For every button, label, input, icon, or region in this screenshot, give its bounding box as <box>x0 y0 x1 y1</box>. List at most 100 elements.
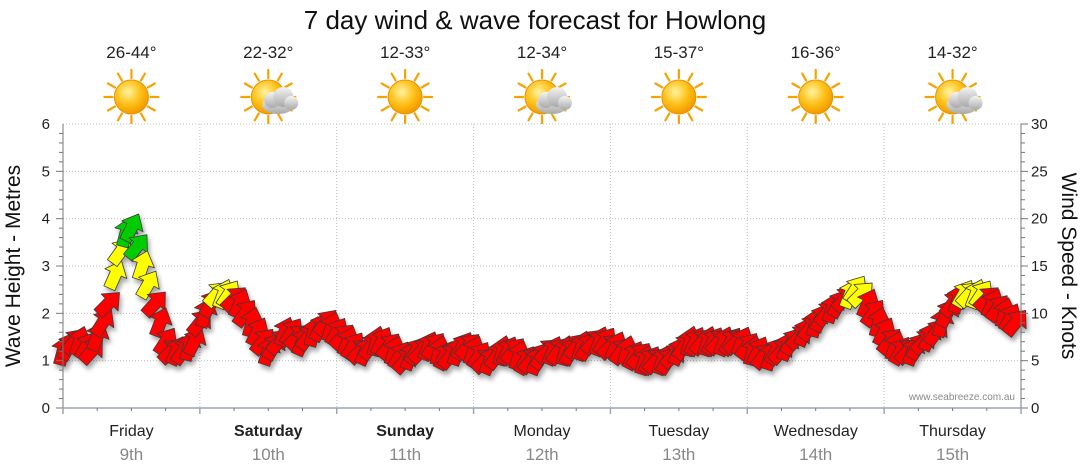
right-tick-label: 0 <box>1031 400 1039 417</box>
sun-disc <box>387 79 423 115</box>
wind-arrow-series <box>51 213 1027 377</box>
sun-ray <box>557 82 567 89</box>
left-tick-label: 0 <box>42 400 50 417</box>
left-y-axis-ticks: 0 1 2 3 4 5 6 <box>42 116 50 417</box>
left-tick-label: 5 <box>42 163 50 180</box>
axes <box>56 123 1028 414</box>
wind-arrow <box>93 292 120 319</box>
sun-ray <box>928 105 938 112</box>
day-name-label: Sunday <box>376 423 434 440</box>
sun-ray <box>654 105 664 112</box>
temperature-label: 22-32° <box>243 43 293 62</box>
day-date-label: 9th <box>120 445 144 464</box>
sun-disc <box>798 79 834 115</box>
day-name-label: Friday <box>109 423 153 440</box>
right-y-axis-ticks: 0 5 10 15 20 25 30 <box>1031 116 1048 417</box>
sun-ray <box>380 82 390 89</box>
chart-title: 7 day wind & wave forecast for Howlong <box>304 5 766 35</box>
right-tick-label: 20 <box>1031 211 1048 228</box>
sun-ray <box>928 82 938 89</box>
sun-ray <box>139 72 147 82</box>
sun-ray <box>116 112 124 122</box>
cloud-puff <box>284 96 299 110</box>
sun-ray <box>420 105 430 112</box>
sun-ray <box>664 72 671 82</box>
sunny-icon <box>650 68 707 126</box>
day-name-label: Thursday <box>919 423 986 440</box>
sun-ray <box>801 112 808 122</box>
cloud-puff <box>968 96 983 110</box>
day-date-label: 14th <box>799 445 832 464</box>
x-axis-day-labels: Friday 9th Saturday 10th Sunday 11th Monday 12t… <box>109 423 986 464</box>
day-date-label: 12th <box>525 445 558 464</box>
left-tick-label: 4 <box>42 211 50 228</box>
right-tick-label: 5 <box>1031 353 1039 370</box>
sun-ray <box>139 112 147 122</box>
wind-arrow <box>182 327 207 358</box>
sun-ray <box>390 72 397 82</box>
partly-cloudy-icon <box>924 68 983 126</box>
sun-ray <box>791 105 801 112</box>
wind-arrow <box>103 260 128 292</box>
sun-ray <box>243 105 253 112</box>
temperature-label: 16-36° <box>791 43 841 62</box>
left-tick-label: 3 <box>42 258 50 275</box>
temperature-label: 15-37° <box>654 43 704 62</box>
sun-ray <box>283 82 293 89</box>
sun-ray <box>960 112 968 122</box>
sun-ray <box>527 72 534 82</box>
sun-disc <box>661 79 697 115</box>
sun-ray <box>960 72 968 82</box>
sun-ray <box>420 82 430 89</box>
right-tick-label: 25 <box>1031 163 1048 180</box>
temperature-label: 26-44° <box>106 43 156 62</box>
sun-ray <box>413 72 420 82</box>
day-name-label: Wednesday <box>774 423 858 440</box>
left-tick-label: 6 <box>42 116 50 133</box>
sun-ray <box>106 82 117 89</box>
day-date-label: 13th <box>662 445 695 464</box>
sun-ray <box>831 82 841 89</box>
sun-ray <box>654 82 664 89</box>
sun-ray <box>550 112 557 122</box>
left-axis-label: Wave Height - Metres <box>2 165 25 367</box>
sun-ray <box>824 112 831 122</box>
wind-arrow <box>119 213 144 244</box>
temperature-label: 12-33° <box>380 43 430 62</box>
day-name-label: Monday <box>514 423 571 440</box>
weather-icon-row <box>103 68 983 126</box>
sun-ray <box>517 105 527 112</box>
cloud <box>946 87 983 114</box>
right-tick-label: 30 <box>1031 116 1048 133</box>
sun-ray <box>694 82 704 89</box>
day-date-label: 10th <box>252 445 285 464</box>
sun-ray <box>380 105 390 112</box>
right-tick-label: 15 <box>1031 258 1048 275</box>
sun-ray <box>413 112 420 122</box>
temperature-label: 14-32° <box>927 43 977 62</box>
sun-ray <box>116 72 124 82</box>
sunny-icon <box>377 68 434 126</box>
left-tick-label: 2 <box>42 305 50 322</box>
sun-ray <box>243 82 253 89</box>
cloud <box>536 87 572 114</box>
sun-ray <box>791 82 801 89</box>
sunny-icon <box>787 68 844 126</box>
sun-ray <box>253 112 260 122</box>
sun-ray <box>687 72 694 82</box>
sun-ray <box>824 72 831 82</box>
sun-ray <box>550 72 557 82</box>
day-name-label: Tuesday <box>648 423 709 440</box>
cloud-puff <box>558 96 572 110</box>
watermark: www.seabreeze.com.au <box>908 392 1015 403</box>
right-tick-label: 10 <box>1031 305 1048 322</box>
sun-ray <box>146 105 156 112</box>
wind-arrow <box>89 308 115 339</box>
sun-ray <box>664 112 671 122</box>
sunny-icon <box>103 68 160 126</box>
wind-arrow <box>135 270 160 301</box>
sun-ray <box>106 105 117 112</box>
sun-ray <box>390 112 397 122</box>
sun-ray <box>527 112 534 122</box>
